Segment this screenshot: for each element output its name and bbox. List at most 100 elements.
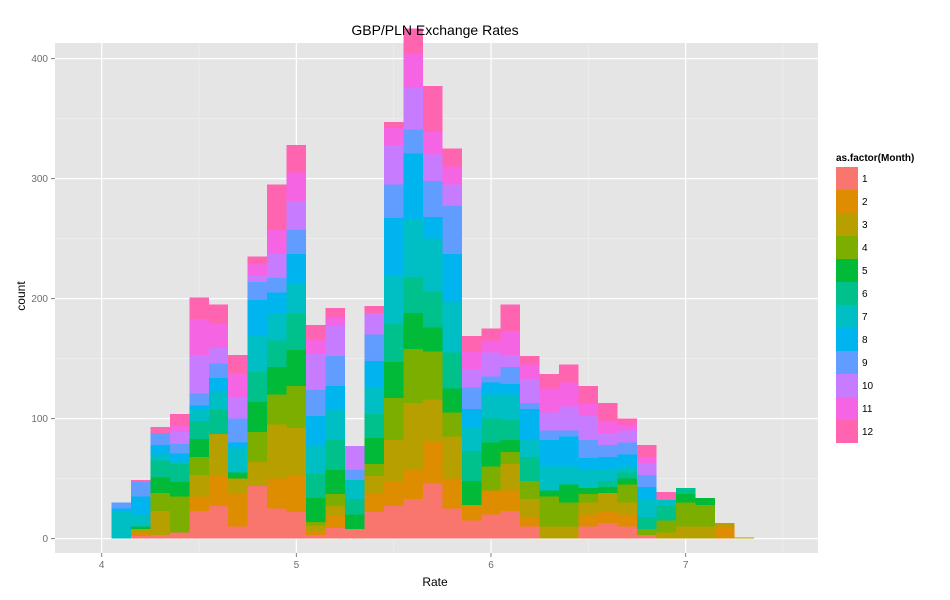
bar-segment [481, 514, 501, 539]
bar-segment [539, 430, 560, 441]
bar-segment [267, 394, 287, 425]
bar-segment [130, 496, 151, 515]
bar-segment [150, 445, 170, 455]
legend-label: 9 [862, 358, 868, 369]
bar-segment [228, 355, 248, 373]
bar-segment [442, 254, 462, 303]
bar-segment [520, 403, 540, 409]
bar-segment [481, 442, 501, 467]
bar-segment [130, 536, 151, 539]
bar-segment [345, 514, 365, 529]
bar-segment [695, 526, 715, 539]
legend-label: 7 [862, 312, 868, 323]
bar-segment [461, 351, 482, 370]
bar-segment [500, 511, 521, 539]
legend-key [836, 259, 858, 282]
bar-segment [364, 334, 384, 361]
bar-segment [422, 181, 443, 217]
bar-segment [578, 514, 599, 527]
bar-segment [247, 371, 268, 402]
bar-segment [345, 470, 365, 480]
bar-segment [130, 514, 151, 527]
bar-segment [208, 363, 229, 378]
bar-segment [208, 347, 229, 364]
y-tick-label: 400 [31, 54, 48, 65]
bar-segment [578, 526, 599, 539]
bar-segment [189, 457, 209, 475]
bar-segment [150, 427, 170, 433]
bar-segment [675, 526, 696, 539]
bar-segment [500, 331, 521, 355]
bar-segment [189, 511, 209, 539]
bar-segment [617, 454, 637, 467]
bar-segment [189, 355, 209, 394]
legend-key [836, 351, 858, 374]
bar-segment [403, 313, 423, 349]
bar-segment [383, 128, 404, 145]
bar-segment [364, 464, 384, 477]
bar-segment [442, 352, 462, 389]
bar-segment [383, 275, 404, 324]
bar-segment [500, 394, 521, 420]
bar-segment [598, 487, 618, 493]
legend-label: 6 [862, 289, 868, 300]
bar-segment [169, 482, 190, 497]
bar-segment [461, 387, 482, 409]
bar-segment [422, 399, 443, 442]
legend-key [836, 167, 858, 190]
bar-segment [189, 421, 209, 439]
bar-segment [520, 439, 540, 457]
bar-segment [500, 464, 521, 491]
y-tick-label: 300 [31, 174, 48, 185]
bar-segment [364, 512, 384, 539]
bar-segment [422, 291, 443, 328]
bar-segment [325, 410, 346, 441]
bar-segment [578, 404, 599, 417]
bar-segment [461, 481, 482, 505]
bar-segment [286, 428, 307, 477]
bar-segment [403, 153, 423, 220]
bar-segment [636, 463, 657, 475]
bar-segment [500, 440, 521, 453]
bar-segment [383, 218, 404, 276]
y-axis-ticks: 0 100 200 300 400 [31, 54, 55, 545]
bar-segment [559, 484, 579, 503]
bar-segment [461, 505, 482, 521]
bar-segment [150, 535, 170, 539]
bar-segment [559, 502, 579, 527]
bar-segment [345, 479, 365, 499]
bar-segment [403, 28, 423, 54]
bar-segment [578, 440, 599, 459]
bar-segment [286, 254, 307, 285]
bar-segment [247, 485, 268, 539]
bar-segment [169, 496, 190, 533]
bar-segment [130, 479, 151, 483]
bar-segment [189, 405, 209, 409]
bar-segment [656, 520, 676, 533]
bar-segment [247, 281, 268, 300]
bar-segment [598, 481, 618, 487]
bar-segment [286, 476, 307, 513]
bar-segment [403, 277, 423, 313]
bar-segment [306, 389, 326, 417]
bar-segment [345, 529, 365, 539]
bar-segment [306, 325, 326, 340]
bar-segment [169, 532, 190, 539]
bar-segment [422, 327, 443, 352]
legend-key [836, 213, 858, 236]
bar-segment [169, 431, 190, 444]
bar-segment [189, 439, 209, 457]
bar-segment [150, 493, 170, 511]
bar-segment [208, 323, 229, 348]
bar-segment [383, 323, 404, 363]
bar-segment [267, 508, 287, 539]
bar-segment [247, 431, 268, 462]
bar-segment [559, 526, 579, 539]
bar-segment [559, 382, 579, 407]
bar-segment [656, 491, 676, 501]
bar-segment [247, 275, 268, 282]
bar-segment [383, 440, 404, 483]
bar-segment [422, 154, 443, 181]
bar-segment [364, 413, 384, 438]
